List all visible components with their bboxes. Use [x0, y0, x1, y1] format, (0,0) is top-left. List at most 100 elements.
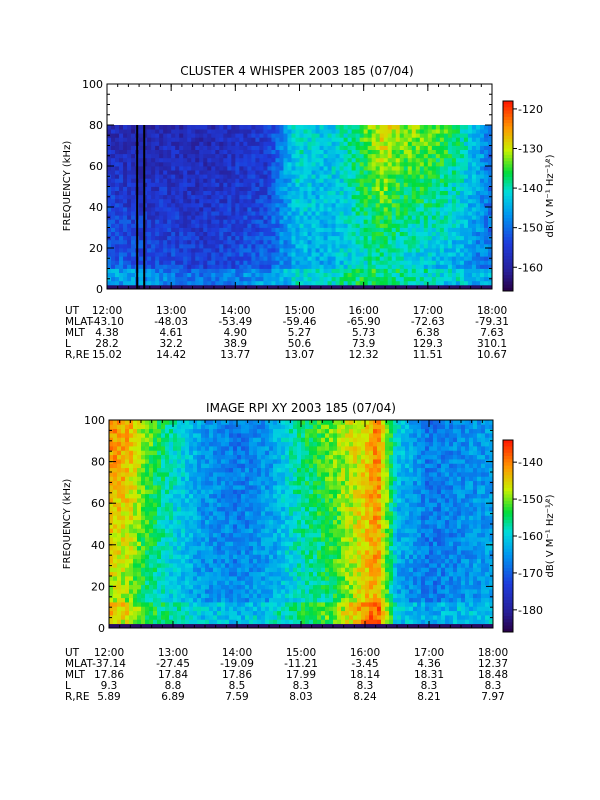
- spectrogram-cell: [423, 186, 429, 191]
- spectrogram-cell: [447, 166, 453, 171]
- spectrogram-cell: [207, 284, 212, 290]
- spectrogram-cell: [375, 125, 381, 130]
- spectrogram-cell: [199, 231, 204, 237]
- spectrogram-cell: [137, 476, 142, 482]
- spectrogram-cell: [141, 450, 146, 456]
- spectrogram-cell: [127, 231, 132, 237]
- spectrogram-cell: [475, 219, 481, 224]
- spectrogram-cell: [137, 454, 142, 460]
- spectrogram-cell: [247, 235, 252, 241]
- spectrogram-cell: [113, 615, 118, 620]
- spectrogram-cell: [375, 280, 381, 286]
- spectrogram-cell: [111, 260, 116, 265]
- colorbar-swatch: [503, 234, 513, 238]
- spectrogram-cell: [149, 480, 154, 486]
- spectrogram-cell: [483, 178, 489, 183]
- spectrogram-cell: [207, 202, 212, 208]
- spectrogram-cell: [275, 186, 280, 191]
- spectrogram-cell: [155, 235, 160, 241]
- spectrogram-cell: [203, 227, 208, 232]
- spectrogram-cell: [211, 161, 216, 167]
- spectrogram-cell: [159, 194, 164, 200]
- spectrogram-cell: [303, 280, 308, 286]
- spectrogram-cell: [115, 161, 120, 167]
- spectrogram-cell: [383, 276, 389, 282]
- spectrogram-cell: [387, 166, 393, 171]
- spectrogram-cell: [113, 593, 118, 599]
- spectrogram-cell: [215, 137, 220, 142]
- spectrogram-cell: [111, 141, 116, 146]
- spectrogram-cell: [211, 231, 216, 237]
- spectrogram-cell: [199, 194, 204, 200]
- spectrogram-cell: [173, 450, 178, 456]
- spectrogram-cell: [137, 619, 142, 625]
- spectrogram-cell: [179, 227, 184, 232]
- spectrogram-cell: [125, 537, 130, 542]
- spectrogram-cell: [119, 137, 124, 142]
- spectrogram-cell: [207, 178, 212, 183]
- spectrogram-cell: [159, 284, 164, 290]
- spectrogram-cell: [307, 268, 312, 273]
- spectrogram-cell: [419, 145, 425, 150]
- spectrogram-cell: [423, 223, 429, 228]
- spectrogram-cell: [117, 558, 122, 564]
- spectrogram-cell: [183, 198, 188, 204]
- spectrogram-cell: [139, 256, 144, 261]
- spectrogram-cell: [153, 532, 158, 538]
- colorbar-swatch: [503, 120, 513, 124]
- spectrogram-cell: [147, 227, 152, 232]
- spectrogram-cell: [247, 161, 252, 167]
- spectrogram-cell: [315, 231, 320, 237]
- spectrogram-cell: [157, 615, 162, 620]
- spectrogram-cell: [215, 178, 220, 183]
- spectrogram-cell: [247, 207, 252, 212]
- spectrogram-cell: [155, 141, 160, 146]
- spectrogram-cell: [447, 145, 453, 150]
- spectrogram-cell: [139, 219, 144, 224]
- spectrogram-cell: [163, 170, 168, 175]
- spectrogram-cell: [131, 207, 136, 212]
- spectrogram-cell: [177, 441, 182, 447]
- spectrogram-cell: [451, 157, 457, 163]
- spectrogram-cell: [203, 186, 208, 191]
- spectrogram-cell: [167, 174, 172, 179]
- spectrogram-cell: [311, 248, 316, 253]
- spectrogram-cell: [455, 194, 461, 200]
- spectrogram-cell: [137, 571, 142, 577]
- spectrogram-cell: [181, 610, 186, 616]
- spectrogram-cell: [475, 243, 481, 249]
- spectrogram-cell: [123, 157, 128, 163]
- spectrogram-cell: [431, 268, 437, 273]
- spectrogram-cell: [181, 615, 186, 620]
- spectrogram-cell: [171, 141, 176, 146]
- spectrogram-cell: [153, 493, 158, 499]
- spectrogram-cell: [323, 284, 328, 290]
- spectrogram-cell: [141, 433, 146, 438]
- spectrogram-cell: [219, 239, 224, 245]
- spectrogram-cell: [395, 276, 401, 282]
- spectrogram-cell: [219, 149, 224, 155]
- spectrogram-cell: [463, 276, 469, 282]
- spectrogram-cell: [203, 207, 208, 212]
- spectrogram-cell: [187, 149, 192, 155]
- spectrogram-cell: [299, 207, 304, 212]
- spectrogram-cell: [155, 280, 160, 286]
- spectrogram-cell: [375, 284, 381, 290]
- spectrogram-cell: [419, 186, 425, 191]
- spectrogram-cell: [115, 129, 120, 134]
- spectrogram-cell: [403, 239, 409, 245]
- spectrogram-cell: [121, 493, 126, 499]
- spectrogram-cell: [463, 178, 469, 183]
- spectrogram-cell: [447, 227, 453, 232]
- spectrogram-cell: [323, 198, 328, 204]
- ephemeris-value: 16:00: [349, 305, 379, 317]
- spectrogram-cell: [275, 129, 280, 134]
- spectrogram-cell: [109, 446, 114, 451]
- spectrogram-cell: [153, 485, 158, 490]
- spectrogram-cell: [359, 280, 365, 286]
- spectrogram-cell: [375, 149, 381, 155]
- spectrogram-cell: [315, 186, 320, 191]
- spectrogram-cell: [183, 239, 188, 245]
- spectrogram-cell: [173, 576, 178, 581]
- spectrogram-cell: [351, 219, 357, 224]
